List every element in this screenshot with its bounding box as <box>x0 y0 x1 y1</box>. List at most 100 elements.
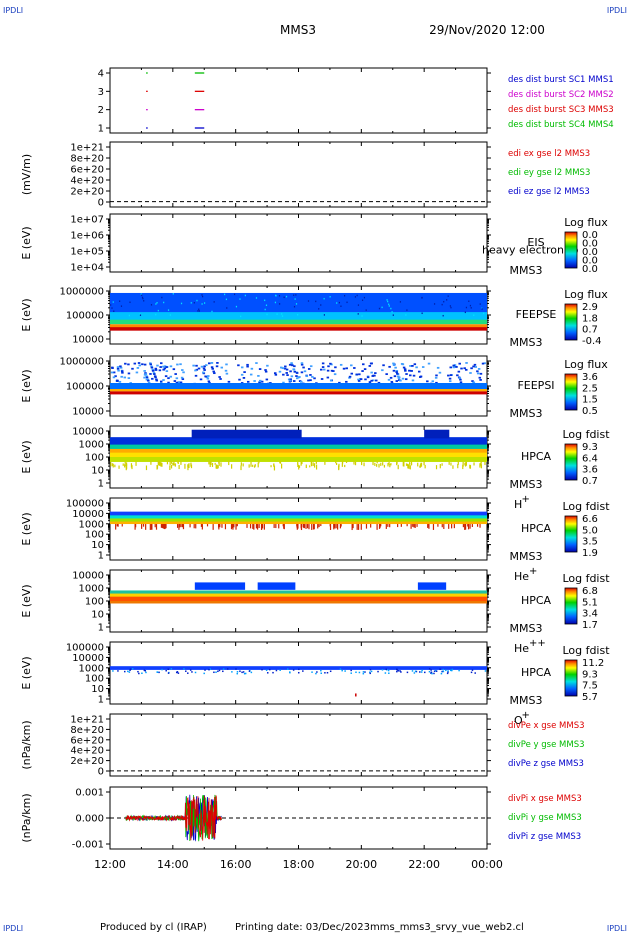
spectrogram-pixel <box>212 370 215 373</box>
spectrogram-pixel <box>257 374 260 377</box>
spectrogram-pixel <box>329 524 331 527</box>
spectrogram-pixel <box>283 296 285 299</box>
spectrogram-pixel <box>470 671 473 674</box>
spectrogram-pixel <box>357 313 359 315</box>
x-tick-label: 22:00 <box>408 858 440 871</box>
spectrogram-pixel <box>139 313 141 315</box>
spectrogram-pixel <box>236 672 239 675</box>
spectrogram-pixel <box>479 524 481 528</box>
spectrogram-pixel <box>420 462 422 466</box>
spectrogram-pixel <box>437 524 439 527</box>
spectrogram-pixel <box>459 381 463 384</box>
spectrogram-pixel <box>170 668 173 670</box>
spectrogram-pixel <box>163 365 167 368</box>
spectrogram-pixel <box>256 524 259 530</box>
spectrogram-pixel <box>430 669 432 671</box>
spectrogram-pixel <box>415 670 418 673</box>
y-axis-label: E (eV) <box>20 226 33 259</box>
spectrogram-pixel <box>161 462 163 467</box>
spectrogram-pixel <box>345 367 348 370</box>
spectrogram-pixel <box>387 463 389 467</box>
spectrogram-pixel <box>342 460 344 464</box>
y-tick-label: 100000 <box>66 499 104 510</box>
spectrogram-pixel <box>410 370 413 372</box>
spectrogram-pixel <box>320 378 324 380</box>
spectrogram-pixel <box>195 524 197 529</box>
colorbar-tick-label: 1.8 <box>582 313 598 324</box>
spectrogram-pixel <box>318 524 320 528</box>
spectrogram-pixel <box>386 299 388 301</box>
spectrogram-pixel <box>329 296 331 298</box>
spectrogram-pixel <box>385 668 388 671</box>
spectrogram-pixel <box>211 367 214 370</box>
spectrogram-pixel <box>149 524 151 530</box>
spectrogram-pixel <box>144 669 147 672</box>
spectrogram-pixel <box>250 367 254 370</box>
spectrogram-pixel <box>178 524 180 530</box>
spectrogram-pixel <box>450 669 453 672</box>
spectrogram-pixel <box>273 524 275 528</box>
spectrogram-pixel <box>300 362 304 365</box>
spectrogram-pixel <box>342 367 346 370</box>
spectrogram-pixel <box>447 295 449 297</box>
spectrogram-pixel <box>465 368 468 371</box>
spectrogram-pixel <box>353 367 356 369</box>
colorbar-tick-label: 0.5 <box>582 406 598 417</box>
spectrogram-pixel <box>235 524 237 530</box>
spectrogram-pixel <box>355 671 357 674</box>
spectrogram-pixel <box>464 524 467 530</box>
spectrogram-pixel <box>424 671 426 674</box>
colorbar <box>564 659 578 697</box>
y-tick-label: 1 <box>98 551 104 562</box>
spectrogram-pixel <box>190 302 192 304</box>
colorbar-tick-label: 2.9 <box>582 302 598 313</box>
spectrogram-pixel <box>469 304 472 307</box>
spectrogram-pixel <box>182 371 185 374</box>
spectrogram-pixel <box>246 380 250 383</box>
spectrogram-pixel <box>456 374 459 377</box>
spectrogram-pixel <box>362 363 365 366</box>
spectrogram-pixel <box>372 461 374 466</box>
spectrogram-pixel <box>315 300 317 303</box>
y-tick-label: 1e+21 <box>70 715 104 726</box>
spectrogram-pixel <box>167 668 169 671</box>
spectrogram-pixel <box>441 463 443 466</box>
spectrogram-pixel <box>469 372 472 374</box>
spectrogram-pixel <box>246 365 249 368</box>
spectrogram-pixel <box>240 465 242 471</box>
spectrogram-pixel <box>194 369 197 372</box>
spectrogram-pixel <box>393 375 397 378</box>
spectrogram-pixel <box>326 376 330 379</box>
spectrogram-pixel <box>413 524 415 528</box>
spectrogram-pixel <box>346 301 348 304</box>
spectrogram-pixel <box>117 524 119 527</box>
spectrogram-pixel <box>409 462 411 465</box>
species-charge-label: + <box>522 710 530 721</box>
spectrogram-pixel <box>116 366 120 368</box>
panel-burst: 4 3 2 1 des dist burst SC1 MMS1 des dist burs… <box>98 67 614 135</box>
spectrogram-pixel <box>365 524 368 529</box>
spectrogram-pixel <box>476 372 480 375</box>
spectrogram-pixel <box>273 372 277 375</box>
spectrogram-pixel <box>408 464 410 469</box>
spectrogram-pixel <box>321 366 325 368</box>
x-tick-label: 12:00 <box>94 858 126 871</box>
spectrogram-pixel <box>307 368 311 370</box>
spectrogram-pixel <box>352 524 354 529</box>
spectrogram-pixel <box>225 372 229 375</box>
spectrogram-pixel <box>399 670 401 672</box>
spectrogram-pixel <box>447 374 450 377</box>
instrument-label: HPCA <box>521 450 552 463</box>
spectrogram-pixel <box>392 314 394 316</box>
spectrogram-pixel <box>338 381 341 384</box>
spectrogram-pixel <box>479 379 482 381</box>
spectrogram-pixel <box>231 464 233 469</box>
spectrogram-pixel <box>465 461 468 466</box>
spectrogram-pixel <box>225 298 228 301</box>
spectrogram-pixel <box>138 364 142 367</box>
spectrogram-pixel <box>119 365 122 368</box>
spectrogram-pixel <box>144 373 148 376</box>
spectrogram-pixel <box>363 368 367 371</box>
spectrogram-pixel <box>158 461 160 466</box>
spectrogram-pixel <box>473 462 475 466</box>
